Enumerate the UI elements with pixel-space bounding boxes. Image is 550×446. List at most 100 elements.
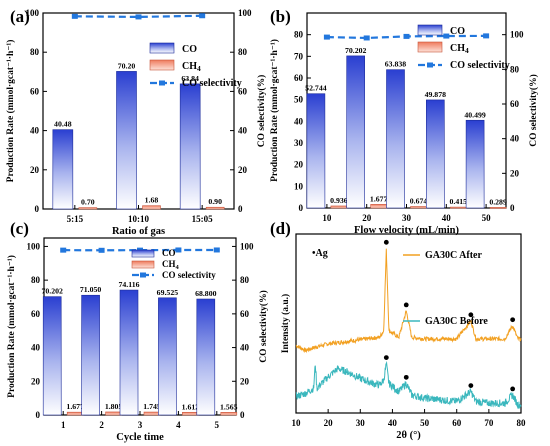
bar-label-co: 40.48 <box>54 120 72 129</box>
legend-label-ch4: CH4 <box>162 259 180 271</box>
legend-label-co: CO <box>450 26 465 37</box>
x-tick-label: 60 <box>452 418 462 428</box>
x-axis-label: 2θ (°) <box>396 430 421 441</box>
legend-marker-selectivity <box>159 80 165 86</box>
bar-label-ch4: 1.565 <box>220 402 238 411</box>
bar-label-ch4: 0.70 <box>81 198 95 207</box>
legend-label-xrd: GA30C After <box>425 250 482 261</box>
legend-swatch-ch4 <box>131 260 155 269</box>
selectivity-point <box>363 35 370 41</box>
y-tick-label: 80 <box>31 275 41 285</box>
legend-marker-selectivity <box>140 272 146 278</box>
y-tick-label: 40 <box>294 116 304 126</box>
bar-label-co: 70.202 <box>345 46 367 55</box>
bar-co <box>52 129 74 210</box>
y-right-tick-label: 80 <box>240 275 250 285</box>
panel-b: 0 10 20 30 40 50 60 70 80 0 20 40 60 80 100 52.744 0.936… <box>269 7 539 236</box>
y-tick-label: 70 <box>294 51 304 61</box>
selectivity-point <box>403 33 410 39</box>
bar-ch4 <box>410 206 427 209</box>
y-right-axis-label: CO selectivity(%) <box>528 74 539 147</box>
bar-ch4 <box>370 204 388 209</box>
y-right-tick-label: 60 <box>240 309 250 319</box>
legend-swatch-co <box>417 24 443 36</box>
bar-co <box>158 297 177 416</box>
x-tick-label: 30 <box>356 418 366 428</box>
legend-swatch-co <box>149 42 175 54</box>
bar-label-co: 63.84 <box>181 74 199 83</box>
bar-label-co: 68.800 <box>195 289 217 298</box>
y-tick-label: 10 <box>294 181 304 191</box>
y-tick-label: 20 <box>31 376 41 386</box>
bar-ch4 <box>489 207 507 209</box>
ag-peak-marker <box>383 355 389 360</box>
legend-label-ch4: CH4 <box>182 61 201 73</box>
y-tick-label: 100 <box>26 8 40 18</box>
bar-label-co: 70.202 <box>41 287 63 296</box>
legend-label-selectivity: CO selectivity <box>182 78 242 89</box>
x-tick-label: 2 <box>99 420 104 430</box>
y-tick-label: 50 <box>294 95 304 105</box>
bar-co <box>179 83 201 210</box>
x-tick-label: 70 <box>484 418 494 428</box>
panel-label: (a) <box>10 7 30 26</box>
bar-ch4 <box>220 412 238 416</box>
y-right-axis-label: CO selectivity(%) <box>258 290 269 363</box>
x-axis-label: Ratio of gas <box>112 226 165 237</box>
panel-d: 10 20 30 40 50 60 70 80 GA30C After GA30C Before •… <box>270 219 526 441</box>
bar-ch4 <box>330 205 348 209</box>
y-tick-label: 60 <box>294 73 304 83</box>
y-tick-label: 20 <box>294 160 304 170</box>
y-tick-label: 100 <box>27 241 41 251</box>
selectivity-point <box>135 14 142 20</box>
x-tick-label: 5:15 <box>67 214 84 224</box>
bar-label-co: 49.878 <box>425 90 447 99</box>
selectivity-point <box>213 247 220 253</box>
ag-peak-marker <box>403 302 409 308</box>
legend-swatch-ch4 <box>149 59 175 71</box>
y-tick-label: 0 <box>35 204 40 214</box>
y-right-tick-label: 60 <box>238 86 248 96</box>
plot-frame <box>295 233 522 414</box>
ag-annotation: •Ag <box>312 248 328 259</box>
ag-peak-marker <box>510 386 516 392</box>
panel-label: (c) <box>10 219 29 238</box>
bar-co <box>346 55 366 209</box>
x-axis-label: Flow velocity (mL/min) <box>354 225 459 236</box>
x-tick-label: 30 <box>402 213 412 223</box>
bar-co <box>425 99 445 209</box>
bar-label-co: 40.499 <box>464 110 486 119</box>
y-tick-label: 40 <box>31 343 41 353</box>
x-tick-label: 3 <box>138 420 143 430</box>
y-right-tick-label: 100 <box>238 8 252 18</box>
y-right-tick-label: 60 <box>510 99 520 109</box>
y-right-axis-label: CO selectivity(%) <box>256 75 267 148</box>
y-right-tick-label: 80 <box>238 47 248 57</box>
selectivity-point <box>98 247 105 253</box>
x-tick-label: 40 <box>442 213 452 223</box>
panel-label: (b) <box>270 7 291 26</box>
y-tick-label: 0 <box>299 203 304 213</box>
y-axis-label: Production Rate (mmol·gcat⁻¹·h⁻¹) <box>6 255 17 398</box>
y-right-tick-label: 0 <box>510 203 515 213</box>
x-tick-label: 40 <box>388 418 398 428</box>
legend-label-co: CO <box>162 248 176 258</box>
xrd-pattern-line <box>295 248 522 354</box>
legend-swatch-co <box>131 249 155 258</box>
bar-label-ch4: 1.805 <box>105 402 123 411</box>
ag-peak-marker <box>468 383 474 388</box>
y-tick-label: 80 <box>294 30 304 40</box>
y-tick-label: 40 <box>30 126 40 136</box>
x-tick-label: 15:05 <box>192 214 213 224</box>
y-right-tick-label: 20 <box>240 376 250 386</box>
y-axis-label: Production Rate (mmol·gcat⁻¹·h⁻¹) <box>269 39 280 182</box>
x-tick-label: 10:10 <box>128 214 149 224</box>
xrd-pattern-line <box>295 360 522 409</box>
bar-label-co: 52.744 <box>305 84 327 93</box>
y-right-tick-label: 0 <box>240 410 245 420</box>
x-tick-label: 80 <box>517 418 527 428</box>
bar-label-ch4: 0.936 <box>330 196 348 205</box>
bar-co <box>465 119 485 209</box>
